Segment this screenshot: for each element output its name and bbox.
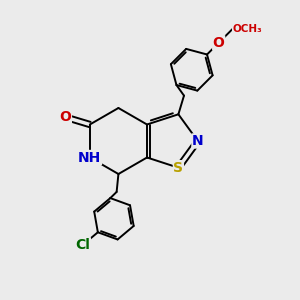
- Text: N: N: [192, 134, 204, 148]
- Text: OCH₃: OCH₃: [232, 24, 262, 34]
- Text: O: O: [59, 110, 71, 124]
- Text: Cl: Cl: [76, 238, 90, 252]
- Text: S: S: [173, 161, 183, 175]
- Text: O: O: [213, 36, 225, 50]
- Text: NH: NH: [78, 151, 101, 164]
